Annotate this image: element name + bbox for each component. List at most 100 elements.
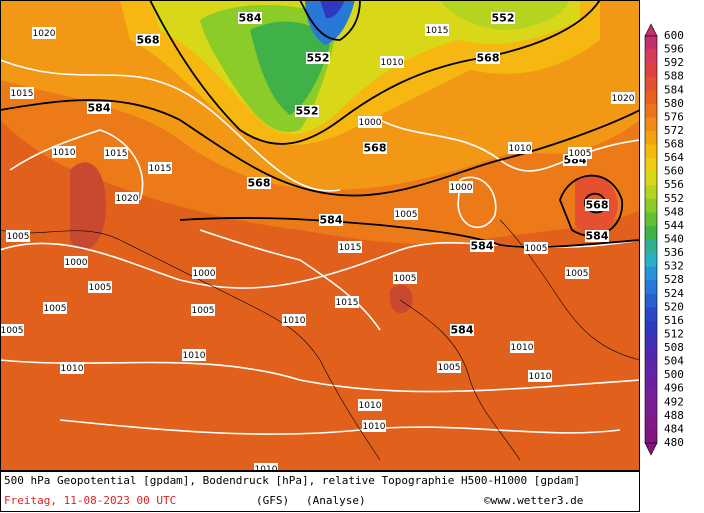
colorbar-label: 596 (664, 43, 684, 56)
colorbar-cell (645, 348, 657, 362)
label-box (568, 147, 592, 159)
label-box (528, 370, 552, 382)
colorbar-cell (645, 266, 657, 281)
caption-line: 500 hPa Geopotential [gpdam], Bodendruck… (4, 474, 580, 487)
colorbar-frame (644, 35, 658, 444)
map-field (0, 0, 640, 470)
label-box (136, 34, 160, 46)
label-box (335, 296, 359, 308)
contour-label: 584 (471, 240, 494, 253)
contour-label: 1015 (11, 89, 34, 99)
geopotential-lines (0, 0, 641, 248)
contour-label: 1000 (65, 258, 88, 268)
colorbar-cell (645, 320, 657, 335)
contour-label: 568 (477, 52, 500, 65)
colorbar-label: 508 (664, 341, 684, 354)
colorbar-cell (645, 212, 657, 227)
colorbar-label: 568 (664, 138, 684, 151)
label-box (476, 52, 500, 64)
colorbar-cell (645, 280, 657, 295)
label-box (52, 146, 76, 158)
colorbar-cell (645, 198, 657, 213)
contour-label: 1015 (336, 298, 359, 308)
label-box (585, 230, 609, 242)
label-box (510, 341, 534, 353)
colorbar-cell (645, 293, 657, 308)
colorbar-label: 540 (664, 233, 684, 246)
colorbar-label: 500 (664, 368, 684, 381)
colorbar-cell (645, 158, 657, 172)
contour-label: 584 (239, 12, 262, 25)
colorbar-label: 548 (664, 205, 684, 218)
label-box (282, 314, 306, 326)
label-box (43, 302, 67, 314)
colorbar-label: 496 (664, 382, 684, 395)
contour-label: 1005 (7, 232, 30, 242)
contour-label: 1010 (363, 422, 386, 432)
contour-label: 1020 (33, 29, 56, 39)
contour-label: 584 (320, 214, 343, 227)
contour-label: 1010 (61, 364, 84, 374)
contour-labels: 584 568 552 552 568 584 552 568 568 584 584 584 584 5… (0, 12, 635, 475)
contour-label: 1005 (566, 269, 589, 279)
colorbar-cell (645, 103, 657, 118)
label-box (611, 92, 635, 104)
label-box (380, 56, 404, 68)
label-box (88, 281, 112, 293)
contour-label: 1005 (569, 149, 592, 159)
colorbar-cell (645, 375, 657, 390)
contour-label: 1005 (44, 304, 67, 314)
contour-label: 1020 (612, 94, 635, 104)
label-box (508, 142, 532, 154)
contour-label: 1015 (426, 26, 449, 36)
colorbar-label: 588 (664, 70, 684, 83)
contour-label: 1000 (359, 118, 382, 128)
label-box (32, 27, 56, 39)
label-box (87, 102, 111, 114)
label-box (393, 272, 417, 284)
contour-label: 568 (137, 34, 160, 47)
contour-label: 584 (586, 230, 609, 243)
label-box (104, 147, 128, 159)
label-box (449, 181, 473, 193)
label-box (425, 24, 449, 36)
label-box (450, 324, 474, 336)
label-box (295, 105, 319, 117)
colorbar-cell (645, 334, 657, 349)
colorbar-cell (645, 388, 657, 403)
contour-label: 552 (307, 52, 330, 65)
colorbar-label: 600 (664, 29, 684, 42)
colorbar-cell (645, 253, 657, 267)
colorbar-label: 480 (664, 436, 684, 449)
contour-label: 1010 (183, 351, 206, 361)
colorbar-cell (645, 130, 657, 145)
label-box (319, 214, 343, 226)
colorbar-label: 576 (664, 110, 684, 123)
contour-label: 552 (492, 12, 515, 25)
label-box (10, 87, 34, 99)
contour-label: 1020 (116, 194, 139, 204)
label-box (148, 162, 172, 174)
colorbar-label: 564 (664, 151, 684, 164)
label-box (565, 267, 589, 279)
contour-label: 1000 (450, 183, 473, 193)
label-box (192, 267, 216, 279)
label-box (191, 304, 215, 316)
colorbar-cell (645, 117, 657, 132)
label-box (358, 116, 382, 128)
contour-label: 1005 (89, 283, 112, 293)
colorbar-label: 524 (664, 287, 684, 300)
colorbar-cell (645, 36, 657, 50)
caption-model: (GFS) (256, 494, 289, 507)
colorbar-label: 516 (664, 314, 684, 327)
contour-label: 1005 (192, 306, 215, 316)
colorbar-cell (645, 307, 657, 322)
colorbar-cell (645, 239, 657, 254)
colorbar-label: 580 (664, 97, 684, 110)
colorbar-cell (645, 90, 657, 105)
colorbar-label: 572 (664, 124, 684, 137)
colorbar-label: 528 (664, 273, 684, 286)
colorbar-label: 484 (664, 422, 684, 435)
label-box (491, 12, 515, 24)
